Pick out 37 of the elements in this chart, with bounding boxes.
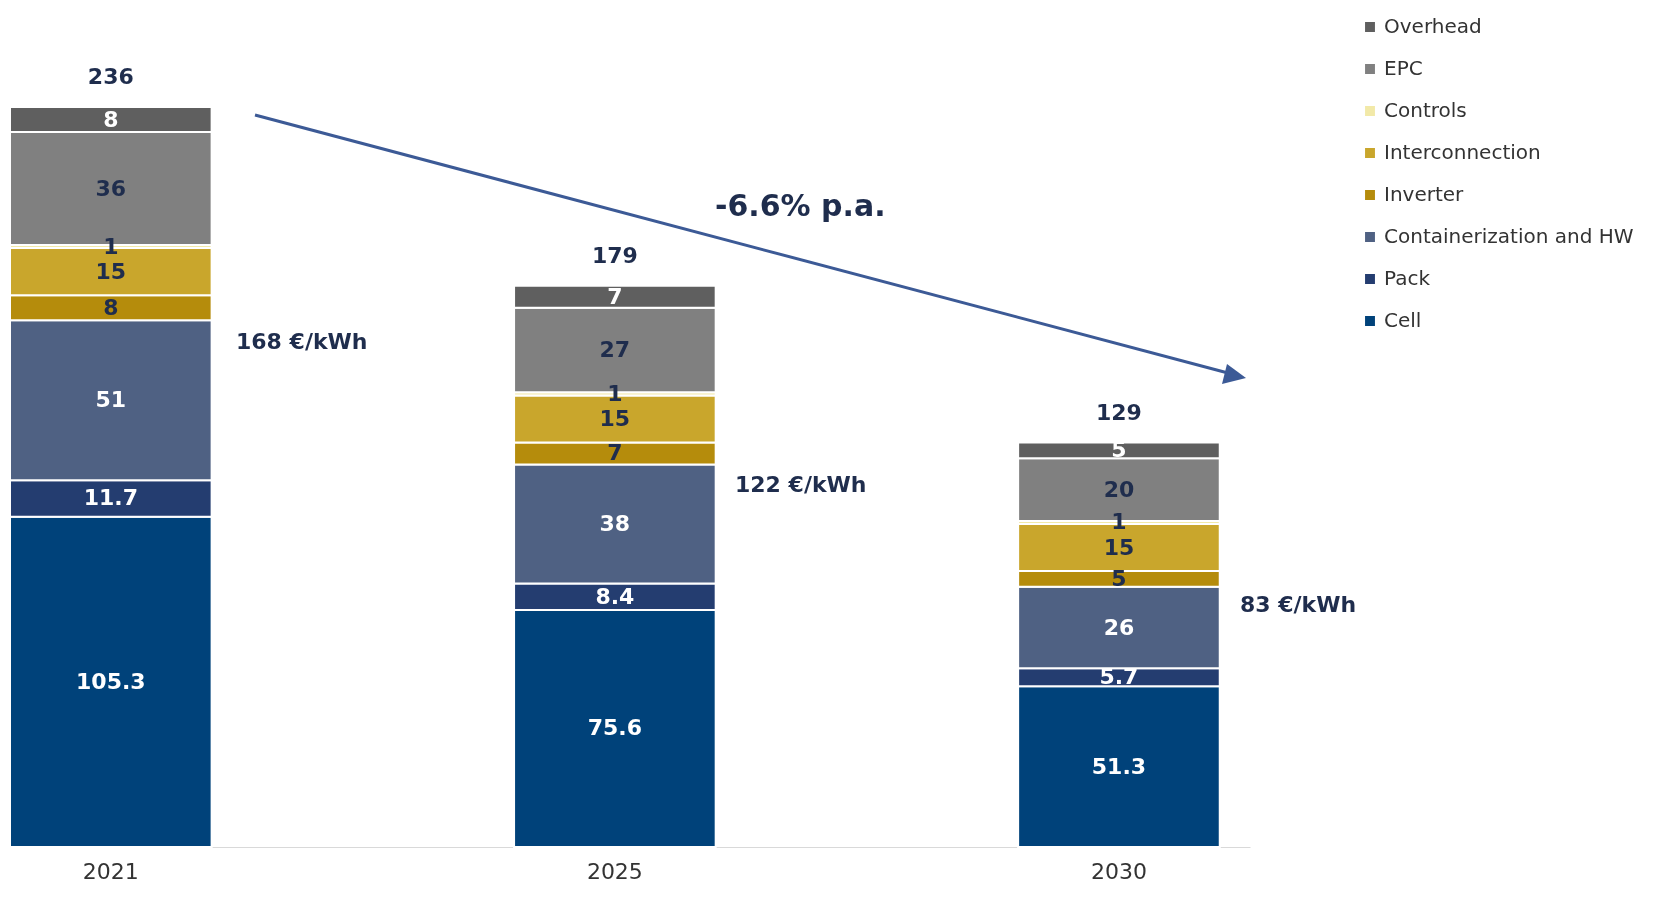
x-tick-label: 2030	[1090, 858, 1147, 884]
legend-label: Inverter	[1384, 182, 1465, 206]
data-label: 7	[607, 440, 623, 466]
legend-label: Interconnection	[1384, 140, 1541, 164]
annotation: -6.6% p.a.	[715, 188, 886, 223]
data-label: 51.3	[1091, 753, 1147, 779]
legend-label: Overhead	[1384, 14, 1482, 38]
legend-label: Controls	[1384, 98, 1467, 122]
data-label: 51	[95, 387, 127, 413]
data-label: 36	[95, 175, 127, 201]
data-label: 5	[1111, 565, 1127, 591]
data-label: 8.4	[595, 583, 635, 609]
data-label: 8	[103, 106, 119, 132]
data-label: 7	[607, 283, 623, 309]
x-tick-label: 2025	[586, 858, 643, 884]
legend-label: EPC	[1384, 56, 1423, 80]
data-label: 27	[599, 337, 631, 363]
data-label: 11.7	[83, 485, 138, 511]
total-label: 179	[591, 242, 638, 268]
data-label: 20	[1103, 476, 1135, 502]
legend-label: Containerization and HW	[1384, 224, 1634, 248]
data-label: 75.6	[587, 715, 643, 741]
data-label: 15	[599, 405, 631, 431]
total-label: 129	[1095, 399, 1142, 425]
x-tick-label: 2021	[82, 858, 139, 884]
data-label: 15	[95, 258, 127, 284]
annotation: 168 €/kWh	[236, 329, 368, 354]
data-label: 38	[599, 511, 631, 537]
data-label: 26	[1103, 614, 1135, 640]
data-label: 8	[103, 294, 119, 320]
data-label: 105.3	[76, 668, 146, 694]
data-label: 15	[1103, 534, 1135, 560]
legend-label: Pack	[1384, 266, 1431, 290]
total-label: 236	[87, 64, 134, 89]
annotation: 122 €/kWh	[735, 472, 867, 497]
annotation: 83 €/kWh	[1240, 592, 1357, 617]
legend-label: Cell	[1384, 308, 1422, 332]
